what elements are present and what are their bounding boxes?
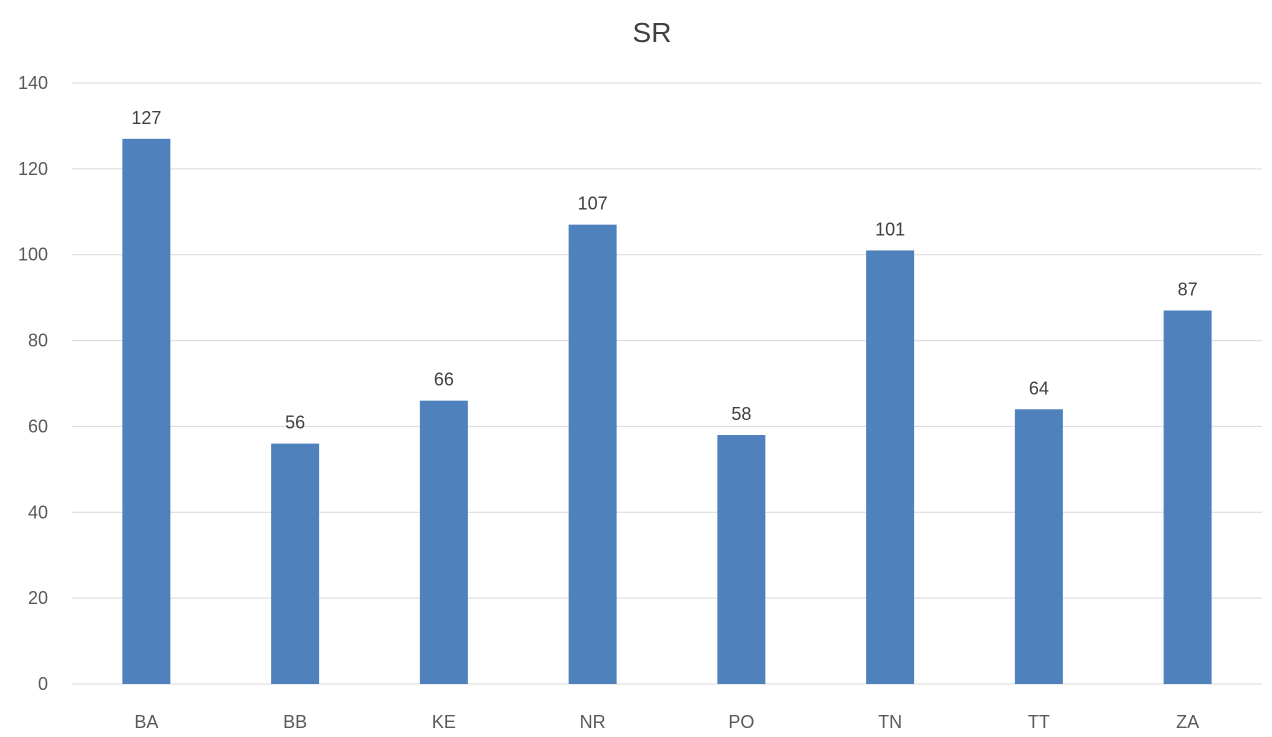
data-label-ke: 66 [434,370,454,390]
x-tick-label-tt: TT [1028,712,1050,732]
data-label-ba: 127 [131,108,161,128]
x-tick-label-nr: NR [580,712,606,732]
bars [122,138,1212,685]
y-axis-ticks: 0 20 40 60 80 100 120 140 [18,73,48,694]
y-tick-label: 100 [18,245,48,265]
y-tick-label: 60 [28,416,48,436]
data-label-tt: 64 [1029,378,1049,398]
x-tick-label-bb: BB [283,712,307,732]
y-tick-label: 140 [18,73,48,93]
bar-za [1163,310,1212,684]
bar-bb [271,443,320,684]
y-tick-label: 120 [18,159,48,179]
bar-ba [122,138,171,685]
y-tick-label: 80 [28,331,48,351]
y-tick-label: 0 [38,674,48,694]
bar-ke [419,400,468,684]
bar-nr [568,224,617,684]
x-tick-label-ke: KE [432,712,456,732]
data-label-nr: 107 [578,194,608,214]
data-label-za: 87 [1178,280,1198,300]
data-label-bb: 56 [285,413,305,433]
x-axis-ticks: BA BB KE NR PO TN TT ZA [134,712,1199,732]
y-tick-label: 40 [28,502,48,522]
data-label-po: 58 [731,404,751,424]
x-tick-label-ba: BA [134,712,158,732]
x-tick-label-za: ZA [1176,712,1199,732]
gridlines [72,82,1262,685]
bar-tn [866,250,915,684]
data-label-tn: 101 [875,219,905,239]
data-labels: 127 56 66 107 58 101 64 87 [131,108,1197,433]
y-tick-label: 20 [28,588,48,608]
bar-po [717,435,766,684]
x-tick-label-tn: TN [878,712,902,732]
x-tick-label-po: PO [728,712,754,732]
bar-tt [1014,409,1063,684]
chart-title: SR [633,17,672,48]
